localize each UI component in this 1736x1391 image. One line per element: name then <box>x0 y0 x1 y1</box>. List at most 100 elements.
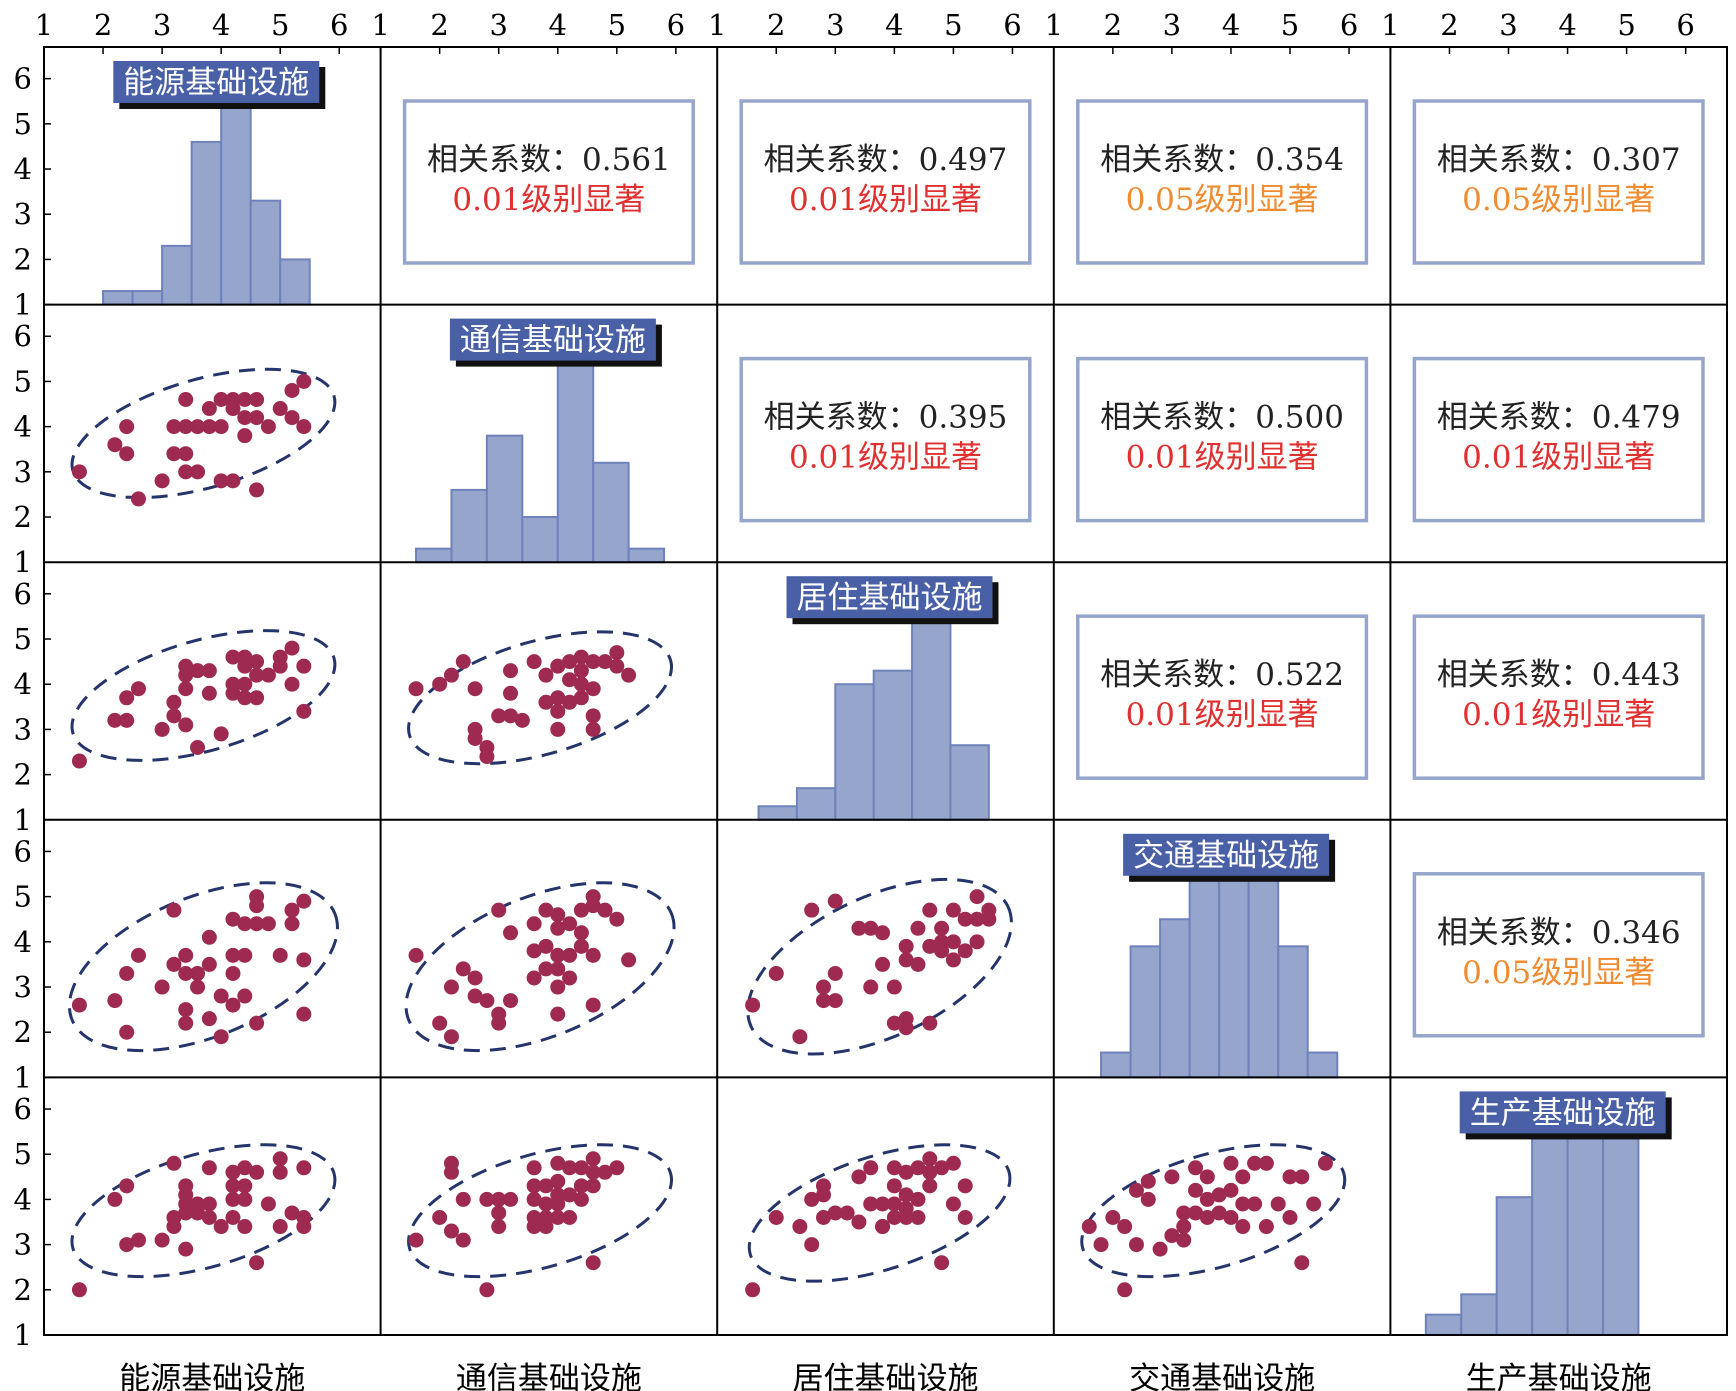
tick-label-top: 6 <box>330 8 348 42</box>
tick-label-left: 4 <box>14 410 32 444</box>
correlation-label: 相关系数：0.497 <box>764 142 1008 178</box>
scatter-point <box>1176 1219 1192 1235</box>
tick-label-left: 5 <box>14 107 32 141</box>
correlation-label: 相关系数：0.443 <box>1437 657 1681 693</box>
significance-label: 0.01级别显著 <box>452 182 645 218</box>
histogram-bar <box>279 258 311 306</box>
scatter-point <box>249 392 265 408</box>
scatter-point <box>503 708 519 724</box>
tick-label-left: 1 <box>14 1318 32 1352</box>
scatter-point <box>550 703 566 719</box>
scatter-point <box>130 947 146 963</box>
scatter-point <box>119 446 135 462</box>
scatter-point <box>1294 1255 1310 1271</box>
scatter-point <box>934 1160 950 1176</box>
scatter-point <box>71 1282 87 1298</box>
scatter-point <box>875 1196 891 1212</box>
scatter-point <box>166 1219 182 1235</box>
scatter-point <box>1128 1182 1144 1198</box>
histogram-bar <box>1306 1051 1339 1079</box>
scatter-point <box>272 947 288 963</box>
tick-label-top: 3 <box>489 8 507 42</box>
scatter-point <box>922 938 938 954</box>
scatter-point <box>201 1011 217 1027</box>
scatter-point <box>957 1178 973 1194</box>
scatter-point <box>886 1160 902 1176</box>
scatter-point <box>213 1219 229 1235</box>
scatter-point <box>945 902 961 918</box>
scatter-point <box>71 464 87 480</box>
correlation-box <box>1412 356 1705 523</box>
scatter-point <box>538 1196 554 1212</box>
scatter-point <box>467 988 483 1004</box>
tick-layer: 1 2 3 4 5 6 1 2 3 4 5 6 1 2 3 4 5 6 1 2 3 4 5 6 1 2 3 4 5 61234561234… <box>14 8 1695 1352</box>
scatter-point <box>573 649 589 665</box>
scatter-point <box>863 979 879 995</box>
scatter-point <box>130 1232 146 1248</box>
scatter-point <box>792 1029 808 1045</box>
scatter-point <box>284 916 300 932</box>
scatter-point <box>249 482 265 498</box>
scatter-point <box>1164 1169 1180 1185</box>
scatter-point <box>573 902 589 918</box>
scatter-point <box>1258 1155 1274 1171</box>
title-badge <box>1459 1091 1666 1134</box>
scatter-point <box>609 658 625 674</box>
tick-label-top: 1 <box>708 8 726 42</box>
scatter-point <box>201 1196 217 1212</box>
tick-label-top: 6 <box>1340 8 1358 42</box>
scatter-point <box>225 1209 241 1225</box>
tick-label-top: 1 <box>1045 8 1063 42</box>
scatter-point <box>249 916 265 932</box>
scatter-point <box>945 934 961 950</box>
scatter-point <box>526 943 542 959</box>
scatter-point <box>969 889 985 905</box>
scatter-point <box>768 1209 784 1225</box>
correlation-label: 相关系数：0.307 <box>1437 142 1681 178</box>
scatter-point <box>432 1015 448 1031</box>
tick-label-top: 4 <box>1558 8 1576 42</box>
tick-label-left: 2 <box>14 1273 32 1307</box>
histogram-bar <box>556 357 595 564</box>
scatter-point <box>538 1178 554 1194</box>
scatter-point <box>550 690 566 706</box>
histogram-bar <box>1566 1137 1604 1336</box>
significance-label: 0.01级别显著 <box>1462 440 1655 476</box>
scatter-point <box>408 947 424 963</box>
tick-label-left: 1 <box>14 288 32 322</box>
scatter-point <box>237 1178 253 1194</box>
scatter-point <box>213 392 229 408</box>
scatter-point <box>1270 1196 1286 1212</box>
significance-label: 0.05级别显著 <box>1462 955 1655 991</box>
scatter-point <box>886 1178 902 1194</box>
scatter-point <box>514 712 530 728</box>
correlation-box <box>1412 99 1705 265</box>
scatter-point <box>1211 1205 1227 1221</box>
scatter-point <box>296 419 312 435</box>
scatter-point <box>538 1219 554 1235</box>
scatter-point <box>432 1209 448 1225</box>
title-badge <box>786 576 993 619</box>
scatter-point <box>467 681 483 697</box>
scatter-point <box>201 401 217 417</box>
tick-label-left: 3 <box>14 455 32 489</box>
tick-label-left: 4 <box>14 1182 32 1216</box>
scatter-point <box>178 1015 194 1031</box>
histogram-bar <box>521 516 559 564</box>
scatter-point <box>945 1196 961 1212</box>
scatter-point <box>526 1219 542 1235</box>
scatter-point <box>562 947 578 963</box>
scatter-point <box>225 649 241 665</box>
scatter-point <box>260 667 276 683</box>
scatter-point <box>178 717 194 733</box>
scatter-point <box>538 902 554 918</box>
histogram-bar <box>1460 1293 1498 1336</box>
scatter-point <box>119 965 135 981</box>
scatter-point <box>910 956 926 972</box>
scatter-point <box>119 419 135 435</box>
tick-label-top: 5 <box>271 8 289 42</box>
scatter-point <box>1282 1169 1298 1185</box>
scatter-point <box>201 929 217 945</box>
scatter-point <box>1294 1169 1310 1185</box>
